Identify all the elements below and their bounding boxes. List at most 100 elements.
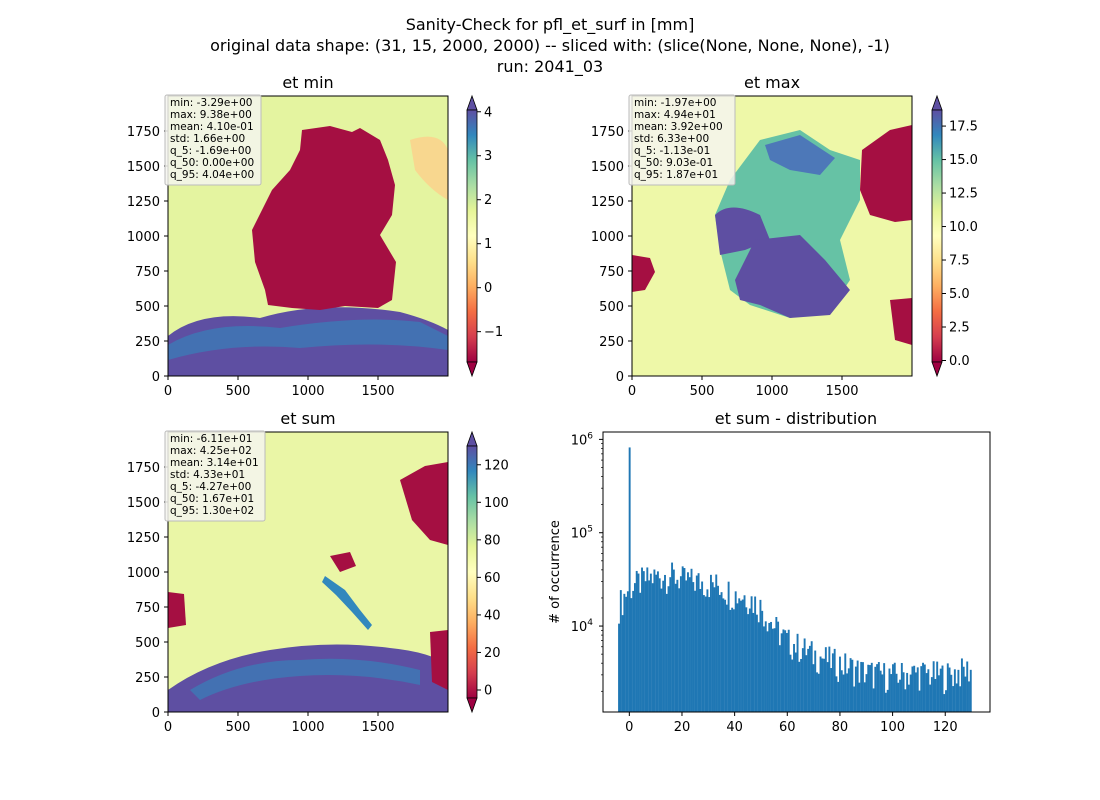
histogram-bar (725, 604, 728, 712)
histogram-bar (766, 631, 769, 712)
histogram-bar (842, 674, 845, 712)
histogram-bar (800, 658, 803, 712)
x-tick-label: 1000 (291, 720, 324, 735)
colorbar-tick-label: 5.0 (949, 287, 970, 302)
stats-line: mean: 3.14e+01 (170, 457, 259, 469)
y-tick-label: 1250 (591, 195, 624, 210)
heatmap-region-germany (252, 126, 396, 310)
y-tick-label: 750 (135, 265, 160, 280)
histogram-bar (720, 592, 723, 712)
histogram-bar (676, 579, 679, 712)
histogram-bar (909, 674, 912, 712)
colorbar-tick-label: 10.0 (949, 220, 978, 235)
y-tick-label: 0 (152, 370, 160, 385)
x-tick-label: 60 (779, 720, 796, 735)
histogram-bar (856, 660, 859, 712)
histogram-bar (729, 609, 732, 712)
panel-title: et min (282, 73, 333, 92)
colorbar-extend-max (466, 94, 478, 111)
y-tick-label: 250 (135, 335, 160, 350)
histogram-bar (655, 574, 658, 712)
histogram-bar (853, 686, 856, 712)
histogram-bar (957, 669, 960, 712)
heatmap-region-river-blue (322, 576, 372, 630)
histogram-bar (929, 684, 932, 712)
panel-histogram: et sum - distribution 0 20 40 60 80 100 120 10… (548, 409, 991, 735)
stats-line: std: 1.66e+00 (170, 133, 245, 145)
histogram-bar (736, 603, 739, 712)
histogram-bar (755, 614, 758, 712)
histogram-bar (633, 583, 636, 712)
histogram-bar (899, 679, 902, 712)
histogram-bar (667, 586, 670, 712)
stats-line: q_50: 1.67e+01 (170, 493, 254, 505)
colorbar-gradient (466, 109, 478, 363)
histogram-bar (948, 667, 951, 712)
x-tick-label: 1000 (755, 384, 788, 399)
histogram-bar (775, 616, 778, 712)
y-ticks: 0 250 500 750 1000 1250 1500 1750 (127, 461, 168, 721)
histogram-bar (833, 648, 836, 712)
histogram-bar (635, 570, 638, 712)
histogram-bar (812, 664, 815, 712)
stats-box: min: -1.97e+00 max: 4.94e+01 mean: 3.92e… (628, 94, 736, 186)
histogram-bar (888, 668, 891, 712)
histogram-bar (750, 596, 753, 712)
stats-box-background (628, 94, 736, 186)
histogram-bar (757, 622, 760, 712)
x-tick-label: 1500 (361, 384, 394, 399)
histogram-bar (890, 674, 893, 712)
y-tick-label: 250 (135, 671, 160, 686)
histogram-bar (805, 655, 808, 712)
colorbar-tick-label: 12.5 (949, 187, 978, 202)
histogram-bar (964, 676, 967, 712)
histogram-bar (874, 666, 877, 712)
histogram-bar (687, 572, 689, 712)
histogram-bar (851, 659, 854, 712)
histogram-bar (959, 686, 962, 712)
histogram-bar (824, 647, 827, 712)
histogram-bar (771, 628, 774, 712)
histogram-bar (717, 585, 719, 712)
histogram-bar (709, 574, 712, 712)
stats-line: max: 4.94e+01 (634, 109, 716, 121)
histogram-bar (665, 593, 668, 712)
histogram-bar (747, 614, 750, 712)
y-tick-label: 0 (616, 370, 624, 385)
x-ticks: 0 500 1000 1500 (164, 376, 395, 399)
histogram-bar (653, 569, 656, 712)
x-tick-label: 40 (726, 720, 743, 735)
stats-box-background (164, 430, 266, 522)
histogram-bar (803, 638, 806, 712)
histogram-bar (679, 576, 682, 712)
histogram-bar (966, 661, 969, 712)
histogram-bar (706, 589, 709, 712)
stats-line: max: 9.38e+00 (170, 109, 252, 121)
colorbar-tick-label: 120 (484, 458, 509, 473)
histogram-bar (884, 692, 887, 712)
histogram-bar (722, 598, 725, 712)
colorbar-extend-min (931, 361, 943, 378)
colorbar-extend-min (466, 361, 478, 378)
heatmap-region-center-red (330, 552, 356, 572)
heatmap-region-northeast-red (860, 125, 912, 222)
y-tick-label: 1750 (127, 461, 160, 476)
stats-box: min: -3.29e+00 max: 9.38e+00 mean: 4.10e… (164, 94, 262, 186)
y-tick-label: 1250 (127, 531, 160, 546)
x-tick-label: 0 (628, 384, 636, 399)
histogram-bar (727, 581, 730, 712)
histogram-bar (937, 675, 940, 712)
histogram-bar (778, 645, 781, 712)
histogram-bar (920, 666, 923, 712)
x-ticks: 0 500 1000 1500 (628, 376, 859, 399)
y-tick-label: 1750 (127, 125, 160, 140)
histogram-bar (702, 595, 705, 712)
histogram-bar (644, 581, 647, 712)
histogram-bar (759, 599, 762, 712)
colorbar-extend-max (466, 430, 478, 447)
figure-title-line-3: run: 2041_03 (497, 57, 603, 77)
colorbar-ticks: 0.0 2.5 5.0 7.5 10.0 12.5 15.0 17.5 (942, 120, 978, 369)
histogram-bar (674, 583, 677, 712)
histogram-bar (927, 669, 930, 712)
x-tick-label: 1500 (825, 384, 858, 399)
